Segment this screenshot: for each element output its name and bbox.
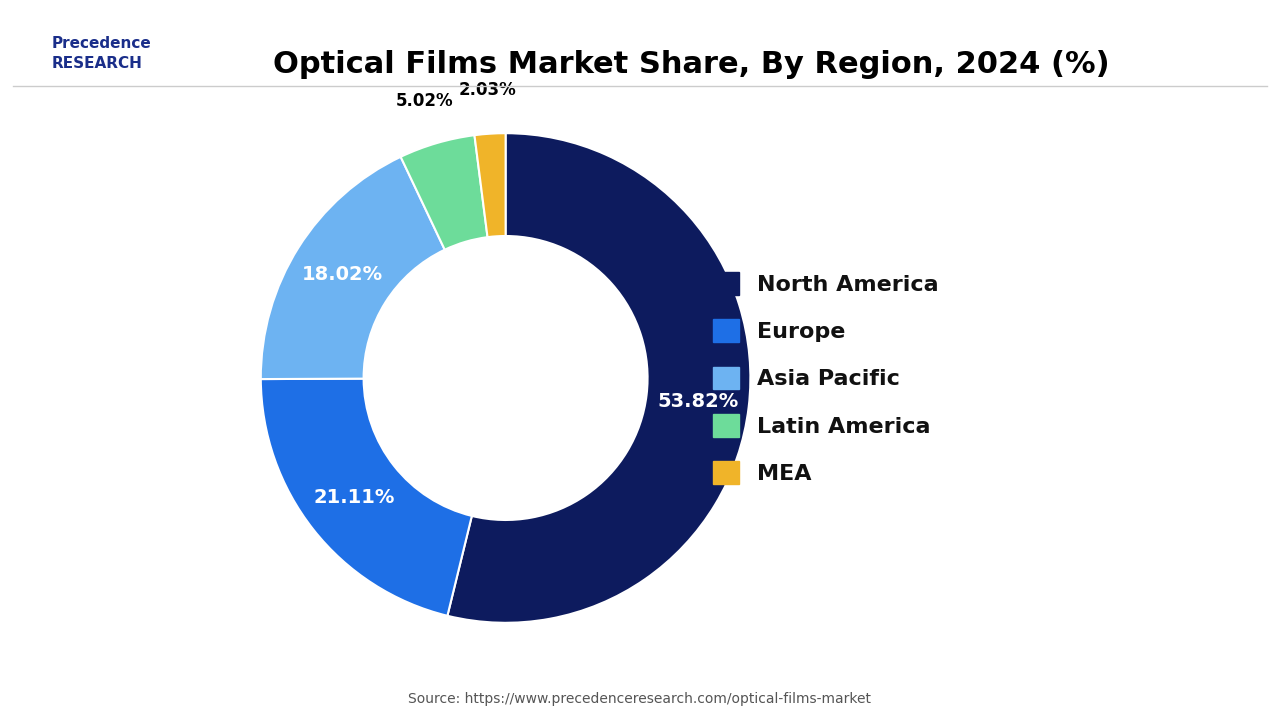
Text: 18.02%: 18.02% [301, 266, 383, 284]
Wedge shape [448, 133, 750, 623]
Text: Precedence
RESEARCH: Precedence RESEARCH [51, 36, 151, 71]
Text: 21.11%: 21.11% [314, 488, 394, 507]
Text: 2.03%: 2.03% [458, 81, 516, 99]
Text: 53.82%: 53.82% [657, 392, 739, 410]
Wedge shape [261, 379, 472, 616]
Wedge shape [401, 135, 488, 250]
Text: Optical Films Market Share, By Region, 2024 (%): Optical Films Market Share, By Region, 2… [273, 50, 1110, 79]
Legend: North America, Europe, Asia Pacific, Latin America, MEA: North America, Europe, Asia Pacific, Lat… [713, 272, 938, 484]
Text: Source: https://www.precedenceresearch.com/optical-films-market: Source: https://www.precedenceresearch.c… [408, 692, 872, 706]
Wedge shape [261, 157, 444, 379]
Text: 5.02%: 5.02% [396, 92, 453, 110]
Wedge shape [475, 133, 506, 237]
